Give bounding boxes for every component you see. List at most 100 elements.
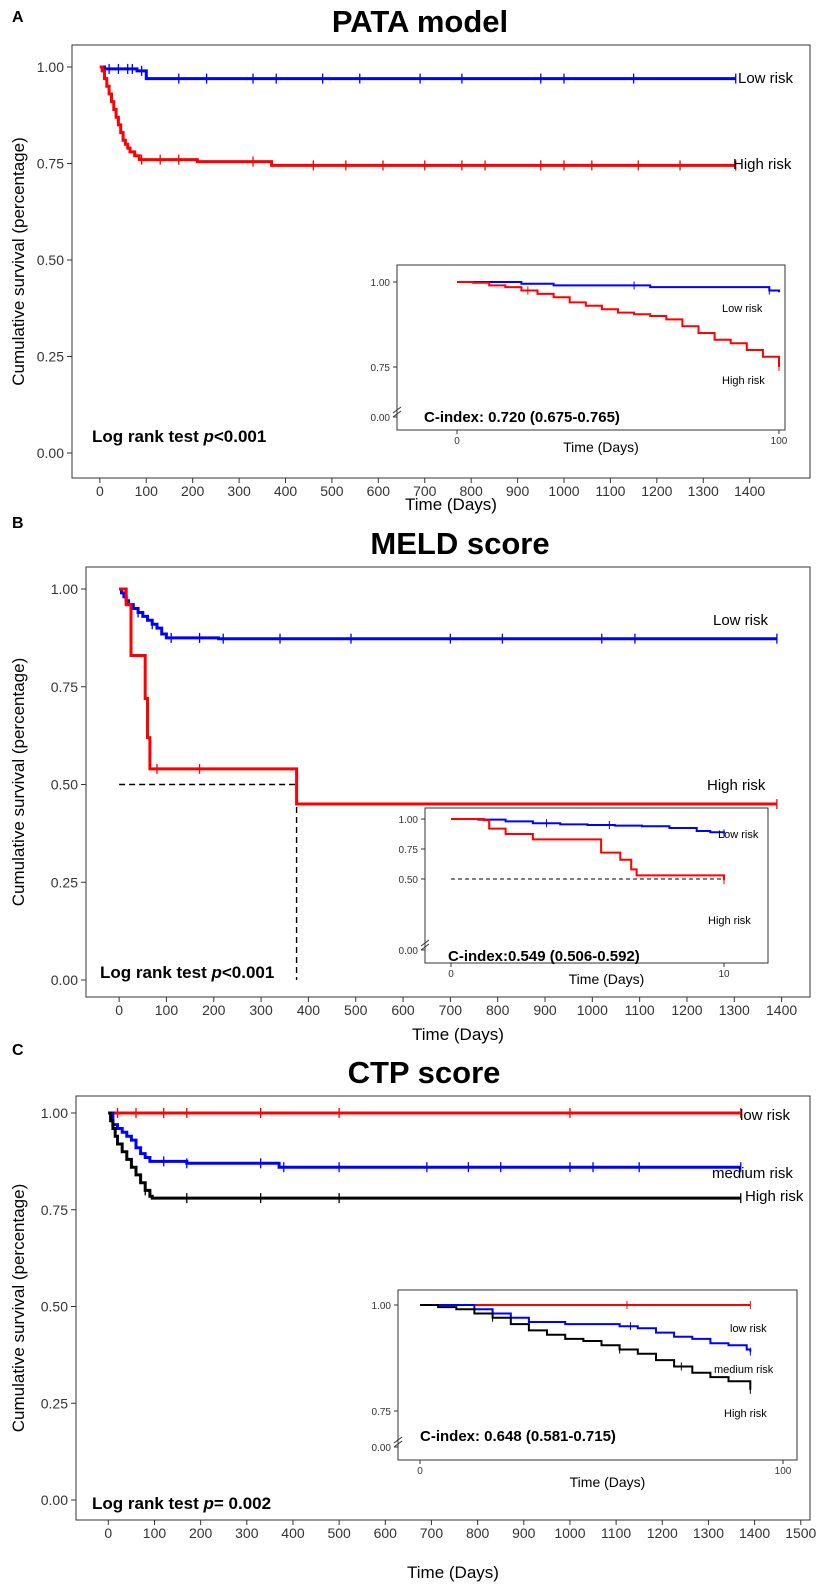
- series-label: High risk: [733, 156, 792, 173]
- series-label: low risk: [740, 1107, 791, 1124]
- inset-y-tick-label: 0.50: [399, 875, 419, 886]
- inset-y-tick-label: 0.00: [399, 946, 419, 957]
- inset-x-tick-label: 0: [454, 436, 460, 447]
- x-tick-label: 1100: [601, 1525, 631, 1541]
- plot-frame: [85, 566, 811, 998]
- inset-series-label: High risk: [708, 915, 751, 927]
- x-tick-label: 1200: [647, 1525, 678, 1541]
- inset-x-tick-label: 100: [771, 436, 788, 447]
- x-tick-label: 1300: [719, 1002, 750, 1018]
- y-tick-label: 0.25: [41, 1395, 68, 1411]
- y-tick-label: 0.75: [37, 156, 64, 172]
- inset-survival-curve: [457, 281, 780, 367]
- panel-a: A PATA model 0 100 200 300 400 500 600 700 800 900 1…: [9, 4, 811, 514]
- x-tick-label: 600: [391, 1002, 415, 1018]
- series-label: High risk: [745, 1188, 804, 1205]
- c-index-label: C-index:0.549 (0.506-0.592): [448, 948, 640, 965]
- survival-curve: [99, 65, 736, 81]
- inset-survival-curve: [420, 1304, 752, 1390]
- x-axis-label: Time (Days): [405, 495, 497, 514]
- x-tick-label: 1000: [577, 1002, 608, 1018]
- inset-y-tick-label: 0.75: [372, 1407, 392, 1418]
- inset-plot: 0 100 0.75 1.00 0.00 Low risk High risk Time (D…: [371, 264, 788, 455]
- median-dashed-line: [119, 783, 298, 980]
- annotation-value: <0.001: [214, 427, 266, 446]
- inset-x-axis-label: Time (Days): [563, 439, 639, 455]
- series-low-risk: [108, 1108, 742, 1118]
- chart-title: PATA model: [332, 4, 508, 39]
- series-low-risk: [119, 587, 778, 644]
- inset-y-tick-label: 0.00: [372, 1443, 392, 1454]
- x-tick-label: 1200: [671, 1002, 702, 1018]
- y-tick-label: 0.00: [37, 445, 64, 461]
- y-tick-label: 0.25: [37, 349, 64, 365]
- x-tick-label: 100: [135, 483, 159, 499]
- inset-plot: 0 100 0.75 1.00 0.00 low risk medium risk High …: [372, 1289, 798, 1490]
- x-tick-label: 0: [104, 1525, 112, 1541]
- inset-y-tick-label: 0.75: [371, 363, 391, 374]
- x-tick-label: 400: [297, 1002, 321, 1018]
- x-tick-label: 800: [486, 1002, 510, 1018]
- survival-curve: [99, 65, 736, 167]
- chart-title: CTP score: [348, 1055, 501, 1090]
- x-tick-label: 1100: [625, 1002, 655, 1018]
- x-tick-label: 400: [274, 483, 298, 499]
- inset-series-label: High risk: [722, 375, 765, 387]
- annotation-prefix: Log rank test: [92, 1494, 203, 1513]
- x-tick-label: 100: [143, 1525, 167, 1541]
- inset-series-label: Low risk: [718, 829, 759, 841]
- inset-survival-curve: [451, 818, 725, 834]
- c-index-label: C-index: 0.648 (0.581-0.715): [420, 1428, 616, 1445]
- x-tick-label: 200: [202, 1002, 226, 1018]
- y-tick-label: 0.50: [51, 777, 78, 793]
- y-axis-label: Cumulative survival (percentage): [9, 658, 28, 907]
- x-tick-label: 200: [189, 1525, 213, 1541]
- y-tick-label: 0.00: [41, 1492, 68, 1508]
- x-tick-label: 600: [374, 1525, 398, 1541]
- inset-x-tick-label: 0: [448, 969, 454, 980]
- x-tick-label: 900: [512, 1525, 536, 1541]
- x-tick-label: 300: [235, 1525, 259, 1541]
- panel-letter: C: [12, 1042, 24, 1059]
- y-tick-label: 1.00: [51, 581, 78, 597]
- inset-x-axis-label: Time (Days): [569, 971, 645, 987]
- inset-y-tick-label: 0.75: [399, 845, 419, 856]
- axis-break-mark: [392, 406, 402, 418]
- x-axis-label: Time (Days): [407, 1563, 499, 1582]
- x-tick-label: 200: [181, 483, 205, 499]
- inset-series-label: low risk: [730, 1323, 767, 1335]
- log-rank-annotation: Log rank test p<0.001: [92, 427, 266, 446]
- series-medium-risk: [108, 1111, 742, 1173]
- x-tick-label: 1400: [734, 483, 765, 499]
- x-tick-label: 1400: [766, 1002, 797, 1018]
- annotation-value: = 0.002: [214, 1494, 271, 1513]
- inset-series-label: medium risk: [714, 1364, 774, 1376]
- y-axis-label: Cumulative survival (percentage): [9, 1184, 28, 1433]
- inset-survival-curve: [451, 818, 725, 881]
- x-tick-label: 900: [533, 1002, 557, 1018]
- x-tick-label: 300: [249, 1002, 273, 1018]
- y-tick-label: 0.75: [51, 679, 78, 695]
- series-label: Low risk: [738, 70, 794, 87]
- x-tick-label: 1100: [595, 483, 625, 499]
- series-high-risk: [119, 587, 778, 810]
- panel-letter: A: [12, 9, 24, 26]
- survival-curve: [108, 1111, 741, 1200]
- x-tick-label: 400: [281, 1525, 305, 1541]
- series-low-risk: [99, 63, 737, 84]
- x-axis-label: Time (Days): [412, 1025, 504, 1044]
- y-axis-label: Cumulative survival (percentage): [9, 137, 28, 386]
- inset-series-label: High risk: [724, 1408, 767, 1420]
- annotation-p: p: [202, 427, 213, 446]
- y-tick-label: 0.50: [41, 1299, 68, 1315]
- series-label: Low risk: [713, 612, 769, 629]
- x-tick-label: 1300: [693, 1525, 724, 1541]
- inset-frame: [396, 264, 786, 431]
- x-tick-label: 900: [506, 483, 530, 499]
- x-tick-label: 0: [96, 483, 104, 499]
- survival-curve: [119, 587, 777, 806]
- log-rank-annotation: Log rank test p= 0.002: [92, 1494, 271, 1513]
- x-tick-label: 100: [155, 1002, 179, 1018]
- chart-title: MELD score: [370, 526, 549, 561]
